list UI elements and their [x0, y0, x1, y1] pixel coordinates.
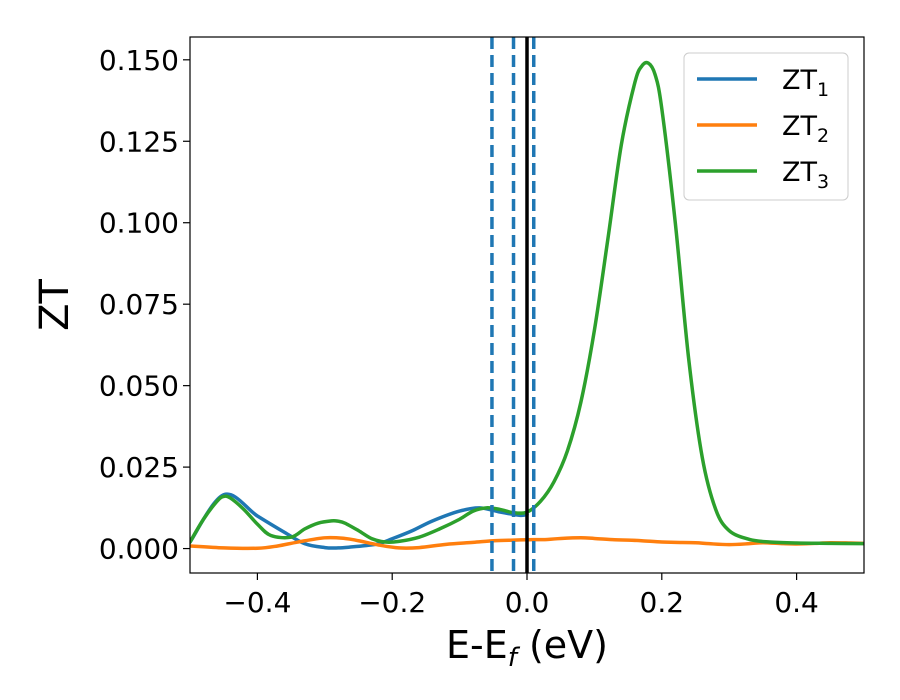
x-axis-title: E-Ef (eV) [446, 623, 608, 673]
x-axis-title-tail: (eV) [517, 623, 608, 667]
y-axis-title: ZT [32, 279, 78, 331]
y-tick-label: 0.125 [99, 125, 179, 158]
legend: ZT1 ZT2 ZT3 [683, 52, 849, 201]
legend-label-zt2: ZT2 [782, 111, 829, 147]
legend-label-zt1: ZT1 [782, 65, 829, 101]
x-tick-label: −0.4 [223, 586, 291, 619]
y-tick-label: 0.100 [99, 207, 179, 240]
y-tick-label: 0.025 [99, 451, 179, 484]
x-axis-title-main: E-E [446, 623, 508, 667]
x-tick-label: 0.0 [505, 586, 550, 619]
x-tick-label: 0.4 [774, 586, 819, 619]
x-axis: −0.4 −0.2 0.0 0.2 0.4 [223, 573, 819, 619]
x-tick-label: −0.2 [358, 586, 426, 619]
x-tick-label: 0.2 [640, 586, 685, 619]
y-tick-label: 0.000 [99, 533, 179, 566]
y-tick-label: 0.150 [99, 44, 179, 77]
y-tick-label: 0.075 [99, 288, 179, 321]
legend-box [683, 52, 849, 201]
legend-label-zt3: ZT3 [782, 157, 829, 193]
y-axis: 0.000 0.025 0.050 0.075 0.100 0.125 0.150 [99, 44, 190, 566]
y-tick-label: 0.050 [99, 370, 179, 403]
